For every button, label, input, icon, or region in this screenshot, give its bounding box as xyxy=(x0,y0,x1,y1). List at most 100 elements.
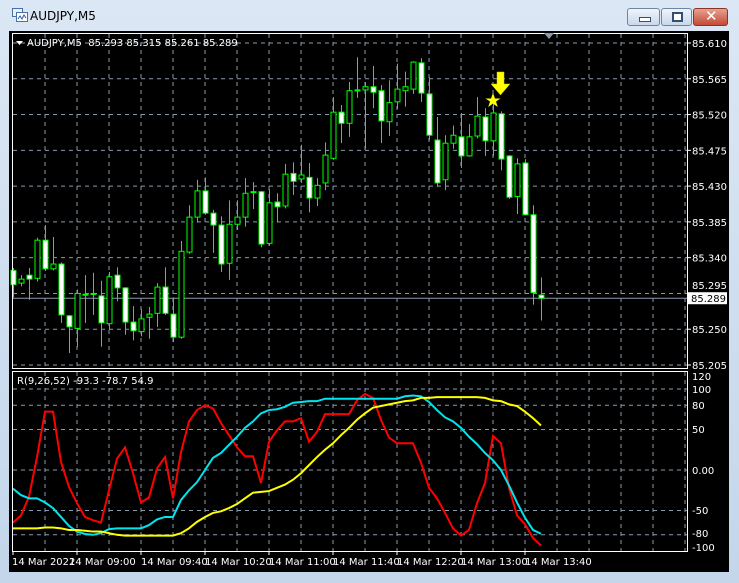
candle xyxy=(42,225,49,272)
candle xyxy=(298,144,305,183)
time-axis-label: 14 Mar 10:20 xyxy=(205,557,272,568)
candle xyxy=(346,81,353,137)
candle-body-bullish xyxy=(298,174,305,180)
candle-body-bullish xyxy=(146,313,153,318)
candle-body-bullish xyxy=(474,115,481,137)
candle-body-bullish xyxy=(74,292,81,329)
indicator-axis: 120 100 80 50 0.00 -50 -80 -100 xyxy=(692,372,715,554)
candle xyxy=(330,97,337,160)
price-axis-label: 85.475 xyxy=(692,146,727,157)
symbol-menu-triangle-icon[interactable] xyxy=(16,41,23,45)
title-bar[interactable]: AUDJPY,M5 ✕ xyxy=(0,0,739,31)
candle xyxy=(258,190,265,248)
time-axis-label: 14 Mar 13:00 xyxy=(461,557,528,568)
candle xyxy=(482,108,489,156)
time-axis-label: 14 Mar 09:40 xyxy=(141,557,208,568)
candles xyxy=(10,57,545,354)
candle xyxy=(266,189,273,246)
current-price-label: 85.289 xyxy=(691,294,726,305)
candle xyxy=(226,200,233,280)
candle-body-bullish xyxy=(442,142,449,181)
close-icon: ✕ xyxy=(705,7,718,25)
candle-body-bullish xyxy=(250,191,257,194)
candle-body-bearish xyxy=(506,155,513,198)
candle xyxy=(194,179,201,223)
chart-shift-marker-icon[interactable] xyxy=(544,33,554,39)
candle xyxy=(10,268,17,298)
candle-body-bullish xyxy=(282,173,289,207)
indicator-axis-label: 50 xyxy=(692,425,705,436)
candle-body-bearish xyxy=(418,62,425,94)
indicator-axis-label: 80 xyxy=(692,401,705,412)
indicator-axis-label: -50 xyxy=(692,506,708,517)
candle xyxy=(66,314,73,354)
candle-body-bullish xyxy=(234,216,241,225)
candle xyxy=(282,163,289,209)
candle-body-bearish xyxy=(42,239,49,270)
candle xyxy=(474,97,481,139)
candle xyxy=(426,77,433,140)
time-axis-label: 14 Mar 09:00 xyxy=(69,557,136,568)
candle xyxy=(26,268,33,300)
candle xyxy=(450,125,457,149)
star-icon xyxy=(485,93,501,107)
candle-body-bearish xyxy=(218,224,225,265)
candle xyxy=(90,272,97,315)
price-axis-label: 85.385 xyxy=(692,218,727,229)
candle-body-bullish xyxy=(226,223,233,264)
restore-button[interactable] xyxy=(661,8,692,26)
sell-signal xyxy=(485,71,511,107)
candle xyxy=(98,280,105,347)
candle xyxy=(434,116,441,187)
candle xyxy=(50,236,57,271)
candle-body-bullish xyxy=(394,88,401,103)
candle xyxy=(146,306,153,339)
candle-body-bullish xyxy=(402,86,409,92)
main-panel-border xyxy=(12,33,688,369)
indicator-line-cyan xyxy=(12,394,542,536)
candle-body-bearish xyxy=(210,212,217,226)
candle xyxy=(130,306,137,341)
candle xyxy=(202,177,209,215)
candle xyxy=(394,63,401,109)
minimize-icon xyxy=(639,17,651,22)
candle xyxy=(234,200,241,230)
candle-body-bullish xyxy=(346,90,353,124)
candle xyxy=(386,80,393,137)
candle-body-bullish xyxy=(34,239,41,279)
candle xyxy=(218,216,225,272)
chart-area[interactable] xyxy=(9,31,729,572)
candle-body-bearish xyxy=(130,321,137,332)
candle-body-bullish xyxy=(82,293,89,296)
minimize-button[interactable] xyxy=(627,8,660,26)
candle xyxy=(362,81,369,149)
candle-body-bearish xyxy=(538,294,545,299)
candle xyxy=(442,135,449,191)
candle xyxy=(378,85,385,144)
candle xyxy=(370,66,377,109)
price-axis-label: 85.340 xyxy=(692,254,727,265)
price-axis-label: 85.610 xyxy=(692,39,727,50)
candle xyxy=(138,309,145,337)
candle xyxy=(338,105,345,144)
candle xyxy=(466,124,473,157)
candle-body-bearish xyxy=(58,263,65,316)
indicator-panel-border xyxy=(12,371,688,552)
price-axis-label: 85.295 xyxy=(692,281,727,292)
time-axis-label: 14 Mar 11:00 xyxy=(269,557,336,568)
candle xyxy=(122,287,129,335)
indicator-axis-label: -100 xyxy=(692,543,715,554)
indicator-axis-label: 0.00 xyxy=(692,466,714,477)
indicator-line-yellow xyxy=(13,396,542,537)
candle-body-bearish xyxy=(122,287,129,323)
candle-body-bearish xyxy=(306,176,313,199)
candle-body-bearish xyxy=(498,113,505,160)
candle-body-bullish xyxy=(514,163,521,197)
candle-body-bearish xyxy=(114,274,121,289)
candle xyxy=(210,209,217,253)
close-button[interactable]: ✕ xyxy=(693,7,728,26)
candle-body-bullish xyxy=(362,86,369,91)
indicator-line-red xyxy=(12,392,542,547)
